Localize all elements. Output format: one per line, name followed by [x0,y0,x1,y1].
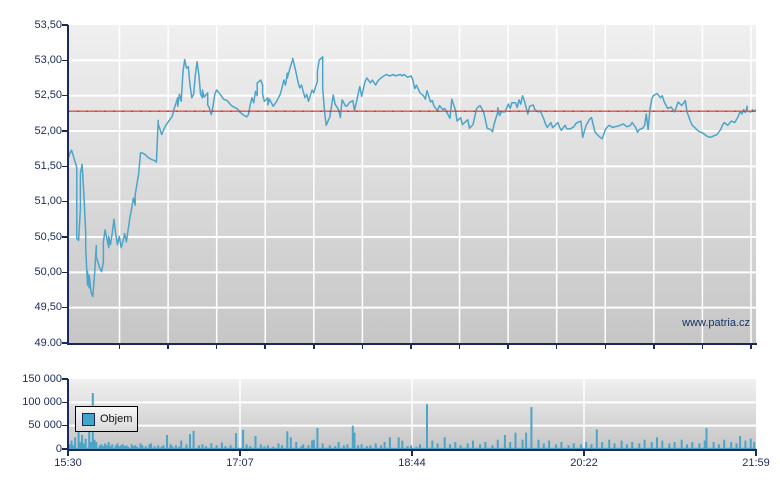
price-y-tick [62,271,68,274]
price-y-tick [62,342,68,344]
price-x-axis-line [67,343,757,345]
volume-chart-svg [68,379,756,449]
price-x-minor-tick [507,344,509,349]
time-axis-major-tick [411,450,413,456]
volume-y-axis-line [67,379,69,450]
price-x-minor-tick [555,344,558,349]
price-chart-plot [68,25,756,343]
volume-x-axis-line [67,449,757,451]
price-chart-svg [68,25,756,343]
time-axis-tick-label: 17:07 [226,457,254,469]
price-x-minor-tick [458,344,461,349]
price-x-minor-tick [653,344,655,349]
volume-y-tick-label: 0 [55,442,62,455]
time-axis-major-tick [239,450,241,456]
price-y-tick-label: 52,00 [34,124,62,137]
price-y-tick-label: 53,00 [34,53,62,66]
time-axis-tick-label: 15:30 [54,457,82,469]
time-axis-major-tick [755,450,757,456]
price-x-minor-tick [410,344,412,349]
time-axis-major-tick [583,450,585,456]
legend-series-label: Objem [100,413,133,425]
price-y-tick-label: 49,50 [34,301,62,314]
price-y-tick [62,165,68,168]
price-y-tick-label: 50,00 [34,265,62,278]
price-x-minor-tick [118,344,121,349]
volume-legend: Objem [75,406,138,432]
price-y-tick-label: 49.00 [34,336,62,349]
volume-y-tick [62,424,68,427]
volume-y-tick-label: 100 000 [22,395,62,408]
price-y-tick-label: 51,00 [34,195,62,208]
price-x-minor-tick [215,344,218,349]
price-y-tick [62,130,68,132]
volume-y-tick [62,401,68,404]
price-x-minor-tick [313,344,315,349]
time-axis-tick-label: 20:22 [570,457,598,469]
price-x-minor-tick [604,344,606,349]
price-y-tick-label: 53,50 [34,18,62,31]
watermark-text: www.patria.cz [682,317,750,329]
price-x-minor-tick [361,344,364,349]
price-y-tick [62,94,68,97]
volume-chart-plot [68,379,756,449]
price-x-minor-tick [701,344,704,349]
price-y-tick-label: 50,50 [34,230,62,243]
volume-y-tick [62,378,68,380]
price-y-tick-label: 52,50 [34,89,62,102]
price-x-minor-tick [264,344,266,349]
legend-series-swatch-icon [82,412,95,426]
price-y-tick [62,24,68,26]
price-y-tick [62,200,68,203]
time-axis-tick-label: 21:59 [742,457,770,469]
time-axis-major-tick [67,450,69,456]
price-y-tick [62,236,68,238]
price-x-minor-tick [167,344,169,349]
volume-y-tick-label: 50 000 [28,419,62,432]
volume-y-tick [62,448,68,450]
time-axis-tick-label: 18:44 [398,457,426,469]
price-x-minor-tick [750,344,752,349]
price-y-tick [62,59,68,62]
price-y-tick [62,306,68,309]
price-y-tick-label: 51,50 [34,159,62,172]
price-y-axis-line [67,25,69,344]
volume-y-tick-label: 150 000 [22,372,62,385]
